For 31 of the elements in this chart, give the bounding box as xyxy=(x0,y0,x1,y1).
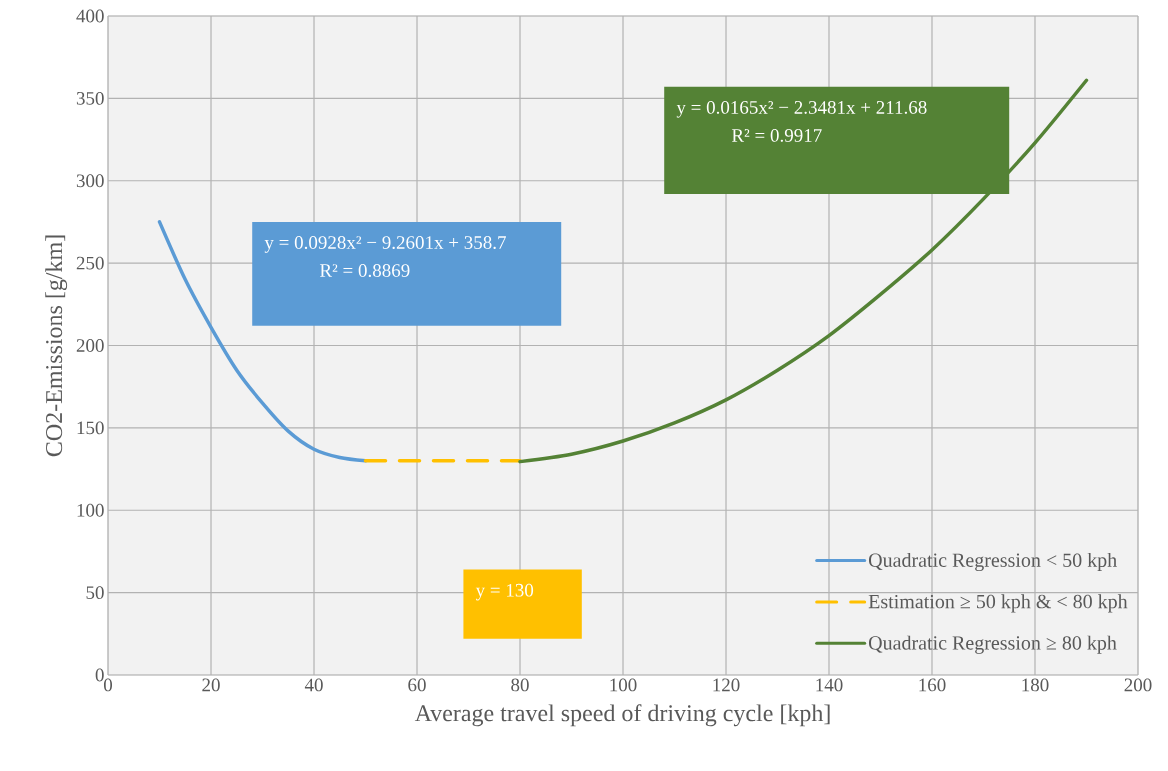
y-tick-label: 350 xyxy=(76,91,104,105)
x-tick-label: 160 xyxy=(919,678,946,692)
x-tick-label: 40 xyxy=(304,678,323,692)
y-tick-label: 200 xyxy=(76,339,104,352)
y-tick-label: 0 xyxy=(95,668,104,682)
y-tick-label: 300 xyxy=(76,174,104,188)
x-tick-label: 80 xyxy=(511,678,529,692)
annotation: y = 0.0928x² − 9.2601x + 358.7 xyxy=(264,236,506,253)
x-tick-label: 60 xyxy=(408,678,426,692)
legend-label: Quadratic Regression < 50 kph xyxy=(868,552,1117,572)
x-tick-label: 20 xyxy=(202,678,220,692)
y-tick-label: 250 xyxy=(76,256,104,270)
x-tick-label: 120 xyxy=(713,678,740,692)
legend-label: Quadratic Regression ≥ 80 kph xyxy=(868,635,1117,654)
x-tick-label: 100 xyxy=(610,678,637,692)
x-tick-label: 200 xyxy=(1124,678,1152,692)
x-tick-label: 180 xyxy=(1022,678,1049,692)
annotation: R² = 0.9917 xyxy=(731,129,822,142)
annotation: y = 130 xyxy=(475,583,534,601)
x-tick-label: 140 xyxy=(816,678,843,692)
line-series xyxy=(518,78,1089,464)
x-axis-title: Average travel speed of driving cycle [kph] xyxy=(414,704,830,727)
x-tick-label: 0 xyxy=(103,678,113,692)
annotation: R² = 0.8869 xyxy=(319,264,410,277)
annotation: y = 0.0165x² − 2.3481x + 211.68 xyxy=(676,101,927,118)
legend-label: Estimation ≥ 50 kph & < 80 kph xyxy=(868,594,1128,613)
y-tick-label: 150 xyxy=(77,421,104,435)
y-tick-label: 400 xyxy=(76,9,104,23)
y-tick-label: 50 xyxy=(86,586,104,600)
y-tick-label: 100 xyxy=(77,503,104,517)
y-axis-title: CO2-Emissions [g/km] xyxy=(45,235,68,457)
